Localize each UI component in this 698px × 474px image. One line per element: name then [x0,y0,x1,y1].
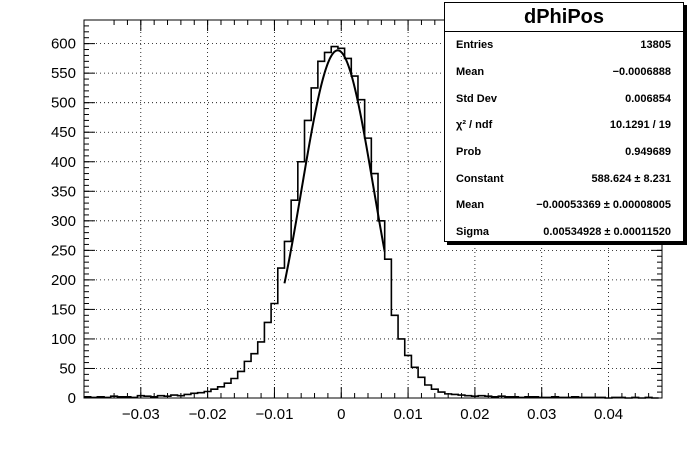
histogram-bin [271,304,278,399]
x-tick-label: 0.03 [527,406,556,423]
histogram-bin [351,76,358,398]
y-tick-label: 550 [51,65,76,82]
stats-value: 588.624 ± 8.231 [591,173,671,185]
stats-row-constant: Constant 588.624 ± 8.231 [445,165,683,191]
histogram-bin [391,315,398,398]
histogram-bin [325,52,332,398]
histogram-bin [438,392,445,398]
x-tick-label: −0.01 [255,406,293,423]
histogram-bin [224,383,231,398]
histogram-bin [398,339,405,398]
histogram-bin [211,389,218,398]
stats-value: 10.1291 / 19 [609,119,671,131]
grid [84,20,662,399]
stats-row-entries: Entries 13805 [445,31,683,57]
stats-value: 13805 [640,39,671,51]
stats-title: dPhiPos [445,3,683,32]
stats-key: Mean [456,199,485,211]
stats-value: 0.949689 [625,146,671,158]
x-tick-label: −0.02 [189,406,227,423]
stats-value: −0.00053369 ± 0.00008005 [536,199,671,211]
stats-key: Constant [456,173,504,185]
histogram-bin [251,354,258,398]
x-tick-label: 0 [337,406,345,423]
histogram-bin [311,88,318,398]
stats-row-sigma: Sigma 0.00534928 ± 0.00011520 [445,218,683,244]
stats-key: χ² / ndf [456,119,493,131]
histogram-bin [238,371,245,398]
stats-row-stddev: Std Dev 0.006854 [445,85,683,111]
y-tick-label: 100 [51,331,76,348]
histogram-bin [365,138,372,398]
x-tick-label: 0.01 [393,406,422,423]
y-tick-label: 0 [68,390,76,407]
stats-value: 0.00534928 ± 0.00011520 [543,226,671,238]
y-tick-label: 600 [51,36,76,53]
histogram-bin [345,58,352,398]
stats-row-mean: Mean −0.0006888 [445,58,683,84]
x-tick-label: −0.03 [122,406,160,423]
x-tick-label: 0.04 [594,406,623,423]
histogram-bin [425,385,432,398]
histogram-bin [411,367,418,398]
histogram-bin [258,342,265,398]
stats-key: Prob [456,146,482,158]
stats-row-chi2: χ² / ndf 10.1291 / 19 [445,111,683,137]
histogram-bin [264,322,271,398]
histogram-bin [358,100,365,398]
stats-row-fit-mean: Mean −0.00053369 ± 0.00008005 [445,191,683,217]
y-tick-label: 250 [51,242,76,259]
y-tick-label: 150 [51,301,76,318]
stats-box: dPhiPos Entries 13805 Mean −0.0006888 St… [444,2,684,242]
y-tick-label: 350 [51,183,76,200]
y-tick-label: 300 [51,213,76,230]
histogram-bin [331,47,338,398]
stats-key: Std Dev [456,93,497,105]
y-tick-label: 50 [59,360,76,377]
gaussian-fit-curve [283,49,386,284]
stats-key: Sigma [456,226,490,238]
stats-row-prob: Prob 0.949689 [445,138,683,164]
histogram-bin [244,361,251,398]
stats-key: Entries [456,39,494,51]
stats-value: −0.0006888 [612,66,671,78]
y-tick-label: 450 [51,124,76,141]
y-tick-label: 200 [51,272,76,289]
histogram-bin [278,268,285,398]
histogram-bin [318,61,325,398]
x-tick-label: 0.02 [460,406,489,423]
y-tick-label: 500 [51,95,76,112]
stats-value: 0.006854 [625,93,671,105]
stats-key: Mean [456,66,485,78]
y-tick-label: 400 [51,154,76,171]
